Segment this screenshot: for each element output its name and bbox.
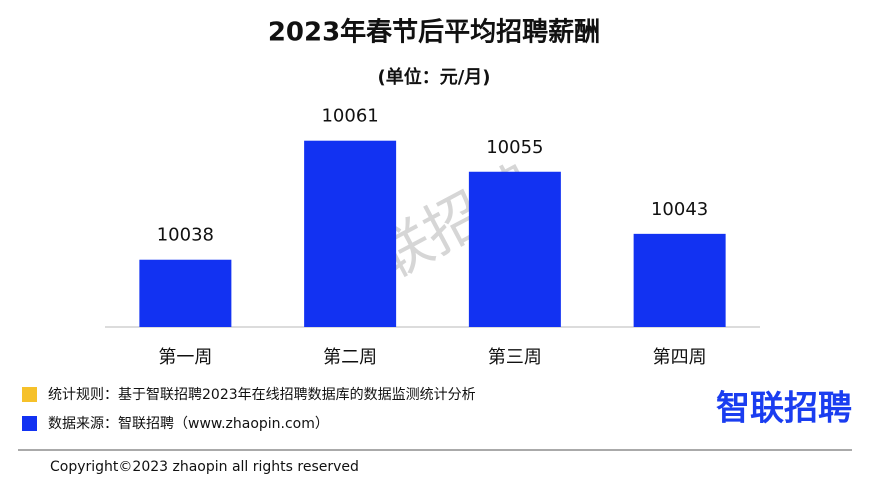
note: 统计规则：基于智联招聘2023年在线招聘数据库的数据监测统计分析 (48, 386, 476, 403)
chart-subtitle: (单位：元/月) (377, 66, 490, 88)
x-tick-label: 第四周 (653, 347, 707, 368)
bar (468, 171, 561, 327)
bar (633, 233, 726, 327)
chart-title: 2023年春节后平均招聘薪酬 (268, 17, 600, 48)
x-tick-label: 第二周 (323, 347, 377, 368)
legend-swatch (22, 387, 37, 402)
bar (304, 140, 397, 327)
data-label: 10061 (321, 106, 378, 127)
logo: 智联招聘 (716, 389, 852, 429)
footer: Copyright©2023 zhaopin all rights reserv… (50, 459, 359, 475)
data-label: 10038 (157, 225, 214, 246)
legend-swatch (22, 416, 37, 431)
bar (139, 259, 232, 327)
note: 数据来源：智联招聘（www.zhaopin.com） (48, 416, 329, 432)
x-tick-label: 第一周 (158, 347, 212, 368)
data-label: 10055 (486, 137, 543, 158)
data-label: 10043 (651, 199, 708, 220)
x-tick-label: 第三周 (488, 347, 542, 368)
